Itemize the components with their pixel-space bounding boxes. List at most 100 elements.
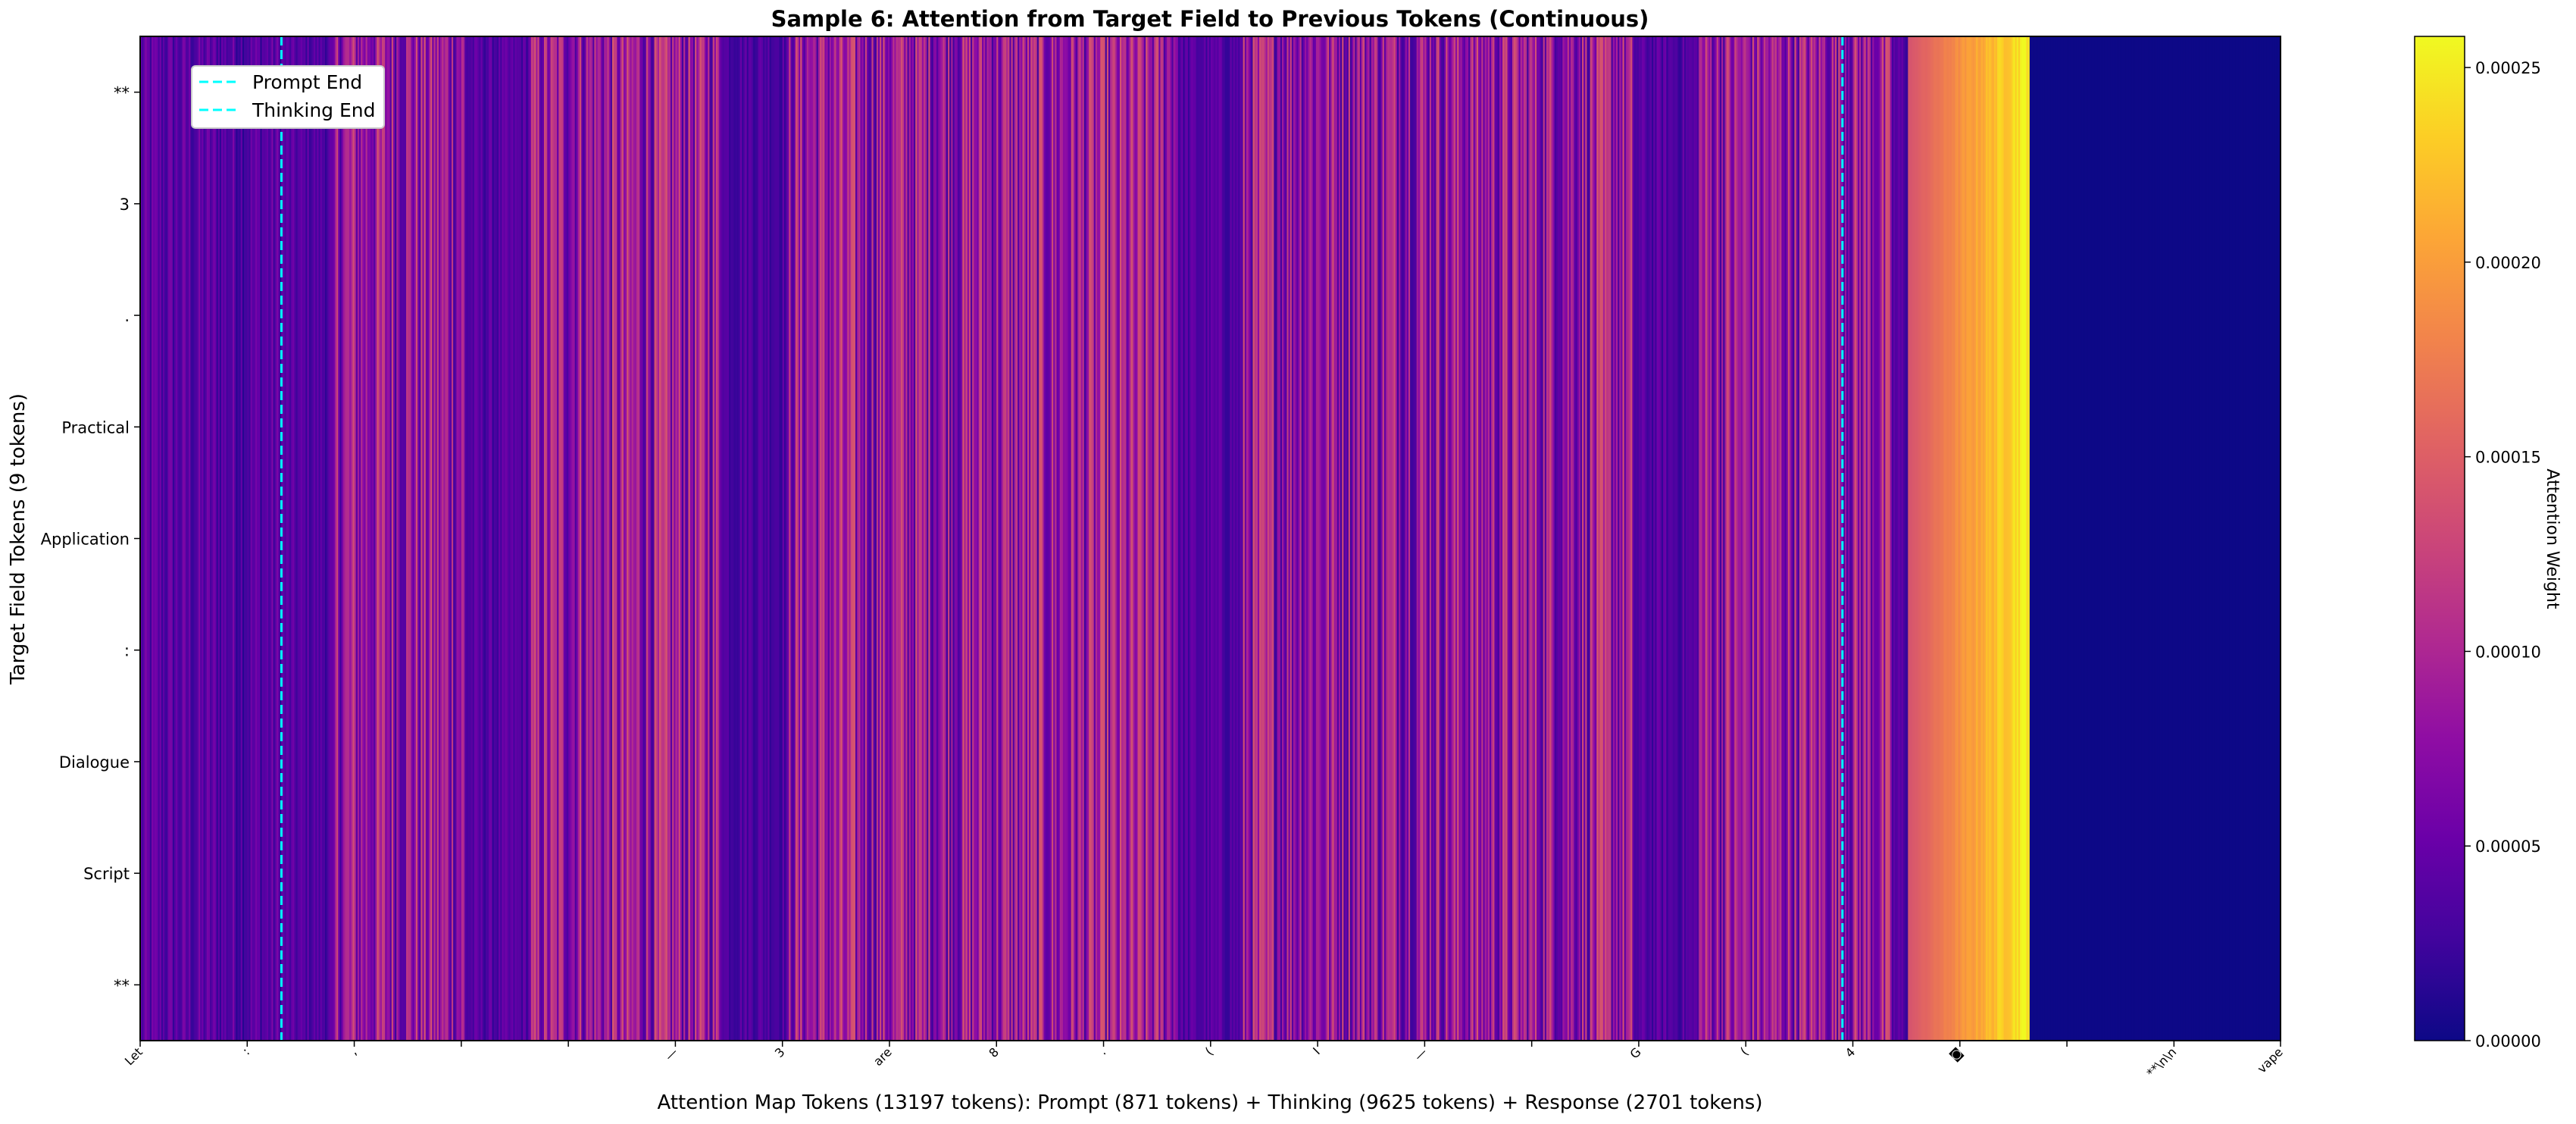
heatmap-column [1371,36,1374,1041]
heatmap-column [769,36,772,1041]
heatmap-column [714,36,717,1041]
heatmap-column [1032,36,1035,1041]
heatmap-column [1980,36,1984,1041]
heatmap-column [1372,36,1375,1041]
heatmap-column [392,36,395,1041]
heatmap-column [1874,36,1877,1041]
heatmap-column [1490,36,1492,1041]
heatmap-column [1723,36,1725,1041]
heatmap-column [2034,36,2037,1041]
heatmap-column [159,36,162,1041]
heatmap-column [249,36,252,1041]
heatmap-column [2174,36,2177,1041]
heatmap-column [406,36,408,1041]
heatmap-column [1110,36,1112,1041]
heatmap-column [681,36,684,1041]
heatmap-column [362,36,365,1041]
heatmap-column [1189,36,1192,1041]
heatmap-column [1914,36,1917,1041]
heatmap-column [449,36,452,1041]
heatmap-column [721,36,724,1041]
heatmap-column [1052,36,1054,1041]
heatmap-column [1773,36,1776,1041]
heatmap-column [1055,36,1058,1041]
heatmap-column [1293,36,1296,1041]
heatmap-column [1868,36,1871,1041]
heatmap-column [268,36,270,1041]
heatmap-column [1452,36,1455,1041]
heatmap-column [2212,36,2215,1041]
heatmap-column [1019,36,1021,1041]
heatmap-column [1434,36,1436,1041]
heatmap-column [918,36,921,1041]
heatmap-column [1004,36,1007,1041]
heatmap-column [701,36,704,1041]
heatmap-column [489,36,491,1041]
heatmap-column [1507,36,1510,1041]
heatmap-column [1979,36,1982,1041]
heatmap-column [174,36,177,1041]
heatmap-column [493,36,496,1041]
heatmap-column [850,36,853,1041]
heatmap-column [553,36,556,1041]
heatmap-column [649,36,652,1041]
heatmap-column [566,36,569,1041]
heatmap-column [1439,36,1442,1041]
heatmap-column [1186,36,1189,1041]
heatmap-column [1621,36,1624,1041]
heatmap-column [1158,36,1161,1041]
heatmap-column [654,36,657,1041]
heatmap-column [780,36,783,1041]
heatmap-column [2154,36,2157,1041]
heatmap-column [433,36,436,1041]
heatmap-column [2094,36,2097,1041]
heatmap-column [592,36,595,1041]
heatmap-column [149,36,152,1041]
heatmap-column [1450,36,1453,1041]
heatmap-column [1380,36,1383,1041]
heatmap-column [1207,36,1210,1041]
heatmap-column [802,36,805,1041]
heatmap-column [459,36,462,1041]
heatmap-column [1938,36,1941,1041]
heatmap-column [1215,36,1218,1041]
heatmap-column [863,36,866,1041]
heatmap-column [500,36,502,1041]
heatmap-column [1218,36,1221,1041]
heatmap-column [1259,36,1261,1041]
heatmap-column [1916,36,1918,1041]
heatmap-column [1780,36,1782,1041]
heatmap-column [2029,36,2032,1041]
heatmap-column [1672,36,1675,1041]
heatmap-column [1924,36,1927,1041]
heatmap-column [641,36,644,1041]
heatmap-column [2067,36,2069,1041]
heatmap-column [777,36,780,1041]
heatmap-column [1140,36,1143,1041]
heatmap-column [1702,36,1705,1041]
heatmap-column [662,36,665,1041]
heatmap-column [155,36,158,1041]
heatmap-column [853,36,856,1041]
heatmap-column [1809,36,1812,1041]
heatmap-column [821,36,824,1041]
heatmap-column [2143,36,2146,1041]
heatmap-column [1105,36,1108,1041]
heatmap-column [1217,36,1220,1041]
heatmap-column [686,36,689,1041]
heatmap-column [386,36,389,1041]
heatmap-column [1999,36,2001,1041]
heatmap-column [1625,36,1628,1041]
heatmap-column [172,36,175,1041]
heatmap-column [584,36,587,1041]
heatmap-column [674,36,677,1041]
heatmap-column [1327,36,1330,1041]
heatmap-column [308,36,311,1041]
heatmap-column [1502,36,1505,1041]
marker-lines [280,36,1844,1041]
heatmap-column [1504,36,1507,1041]
heatmap-column [587,36,590,1041]
heatmap-column [1871,36,1873,1041]
heatmap-column [205,36,208,1041]
heatmap-column [1518,36,1521,1041]
